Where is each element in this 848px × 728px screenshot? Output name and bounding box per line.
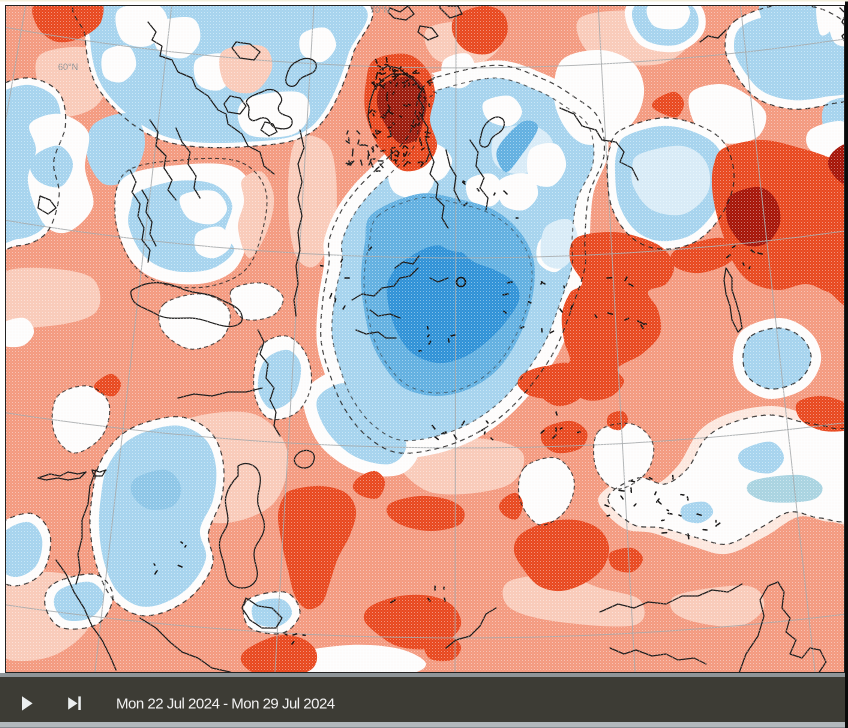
svg-text:Mon 22 Jul 2024 - Mon 29 Jul 2: Mon 22 Jul 2024 - Mon 29 Jul 2024 bbox=[116, 696, 335, 713]
